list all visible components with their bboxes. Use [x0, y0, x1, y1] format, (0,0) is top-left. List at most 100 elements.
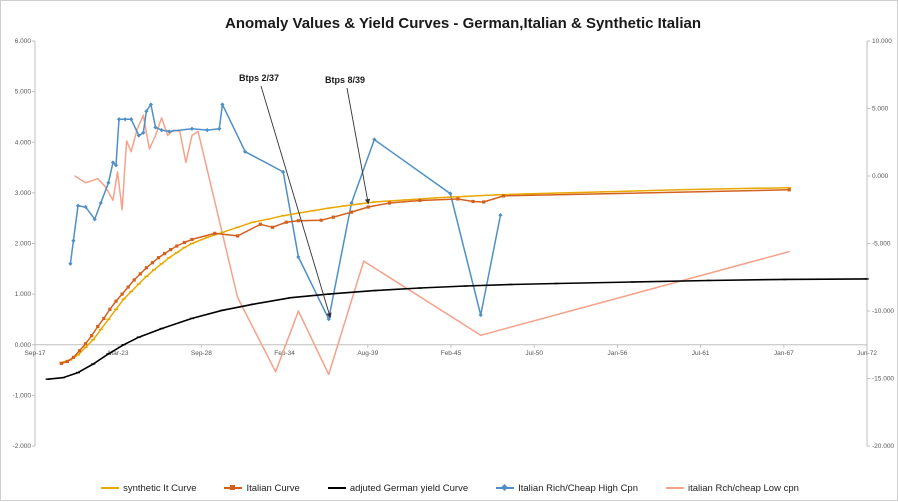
series-3-point [122, 117, 128, 122]
legend-swatch-low-cpn [666, 484, 684, 492]
series-1-point [418, 198, 422, 203]
series-3-point [220, 102, 225, 107]
y-right-tick-label: 10.000 [872, 38, 892, 45]
y-right-tick-label: -20.000 [872, 443, 894, 450]
series-1-point [144, 266, 148, 270]
series-1-point [482, 200, 486, 204]
series-1-point [132, 278, 136, 282]
series-1-point [175, 244, 179, 248]
series-3-point [159, 127, 164, 133]
series-3-point [296, 254, 301, 260]
x-tick-label: Jan-56 [607, 350, 627, 357]
x-tick-label: Jun-72 [857, 350, 877, 357]
series-1-point [787, 188, 791, 192]
x-tick-label: Sep-17 [25, 350, 46, 357]
series-3-point [448, 191, 453, 196]
series-1-point [108, 307, 112, 311]
y-left-tick-label: -1.000 [13, 392, 32, 399]
series-1-point [366, 205, 370, 209]
series-4-point [116, 171, 119, 173]
x-tick-label: Feb-45 [441, 350, 462, 357]
legend: synthetic It Curve Italian Curve adjuted… [1, 479, 898, 497]
y-left-tick-label: 2.000 [15, 241, 32, 248]
legend-label-german: adjuted German yield Curve [349, 482, 469, 494]
y-left-tick-label: 1.000 [15, 291, 32, 298]
series-1-point [296, 219, 300, 223]
series-1-point [150, 261, 155, 265]
series-3-point [349, 200, 354, 206]
series-3-point [75, 203, 81, 208]
series-1-point [501, 194, 506, 198]
series-3-point [281, 169, 286, 175]
legend-swatch-german [327, 484, 346, 492]
y-right-tick-label: -5.000 [872, 241, 891, 248]
series-4-point [136, 128, 138, 130]
series-3-point [106, 180, 111, 185]
series-1-point [270, 225, 275, 229]
series-3-point [217, 126, 222, 131]
series-3-point [189, 126, 195, 131]
legend-swatch-synthetic [101, 484, 120, 492]
series-4-point [121, 209, 123, 211]
series-4-point [74, 175, 76, 177]
legend-swatch-high-cpn [496, 483, 515, 492]
series-1-point [59, 361, 63, 366]
series-3-point [110, 160, 116, 165]
chart-title: Anomaly Values & Yield Curves - German,I… [225, 15, 701, 32]
legend-item-german[interactable]: adjuted German yield Curve [327, 482, 469, 494]
legend-label-high-cpn: Italian Rich/Cheap High Cpn [518, 482, 638, 494]
series-4-point [328, 373, 330, 376]
series-1-point [96, 324, 100, 329]
series-1-point [387, 201, 392, 205]
series-3-point [167, 129, 172, 134]
annotation-arrow [260, 85, 332, 319]
series-3-point [205, 127, 210, 133]
series-3-point [68, 261, 73, 266]
series-4-point [148, 148, 151, 150]
series-4-point [236, 296, 239, 299]
series-4-point [197, 130, 199, 133]
series-1-point [163, 252, 167, 256]
series-1-point [471, 199, 475, 204]
series-4-point [788, 251, 790, 253]
series-2-line [47, 278, 867, 380]
series-1-point [169, 247, 173, 252]
x-tick-label: Aug-39 [357, 350, 378, 357]
x-tick-label: Sep-28 [191, 350, 212, 357]
annotation-label: Btps 2/37 [239, 73, 279, 83]
series-1-point [258, 222, 262, 226]
series-3-point [144, 109, 149, 114]
series-4-point [130, 151, 132, 153]
series-layer [45, 102, 869, 380]
x-tick-label: Jul-61 [692, 350, 710, 357]
y-left-tick-label: 0.000 [15, 342, 32, 349]
annotation-layer: Btps 2/37 Btps 8/39 [239, 73, 371, 319]
series-4-point [480, 334, 482, 336]
series-3-point [116, 117, 122, 122]
legend-item-low-cpn[interactable]: italian Rch/cheap Low cpn [666, 483, 799, 494]
y-right-tick-label: -15.000 [872, 376, 894, 383]
series-4-point [274, 371, 277, 373]
legend-item-high-cpn[interactable]: Italian Rich/Cheap High Cpn [496, 483, 638, 494]
annotation-label: Btps 8/39 [325, 75, 365, 85]
series-1-point [138, 272, 142, 276]
series-1-point [71, 355, 76, 360]
series-1-point [190, 237, 194, 242]
series-1-point [213, 231, 217, 235]
series-1-point [84, 342, 88, 346]
series-4-point [85, 182, 87, 184]
y-right-tick-label: -10.000 [872, 308, 894, 315]
legend-label-italian: Italian Curve [246, 482, 300, 494]
y-right-tick-label: 0.000 [872, 173, 889, 180]
legend-item-italian[interactable]: Italian Curve [224, 482, 300, 494]
series-4-point [297, 310, 299, 312]
series-3-point [71, 238, 76, 243]
series-1-point [120, 292, 124, 296]
legend-swatch-italian [224, 484, 243, 492]
series-1-point [456, 197, 460, 201]
series-3-point [478, 312, 483, 318]
legend-item-synthetic[interactable]: synthetic It Curve [101, 483, 196, 494]
series-1-point [90, 334, 94, 338]
legend-label-synthetic: synthetic It Curve [123, 482, 197, 494]
